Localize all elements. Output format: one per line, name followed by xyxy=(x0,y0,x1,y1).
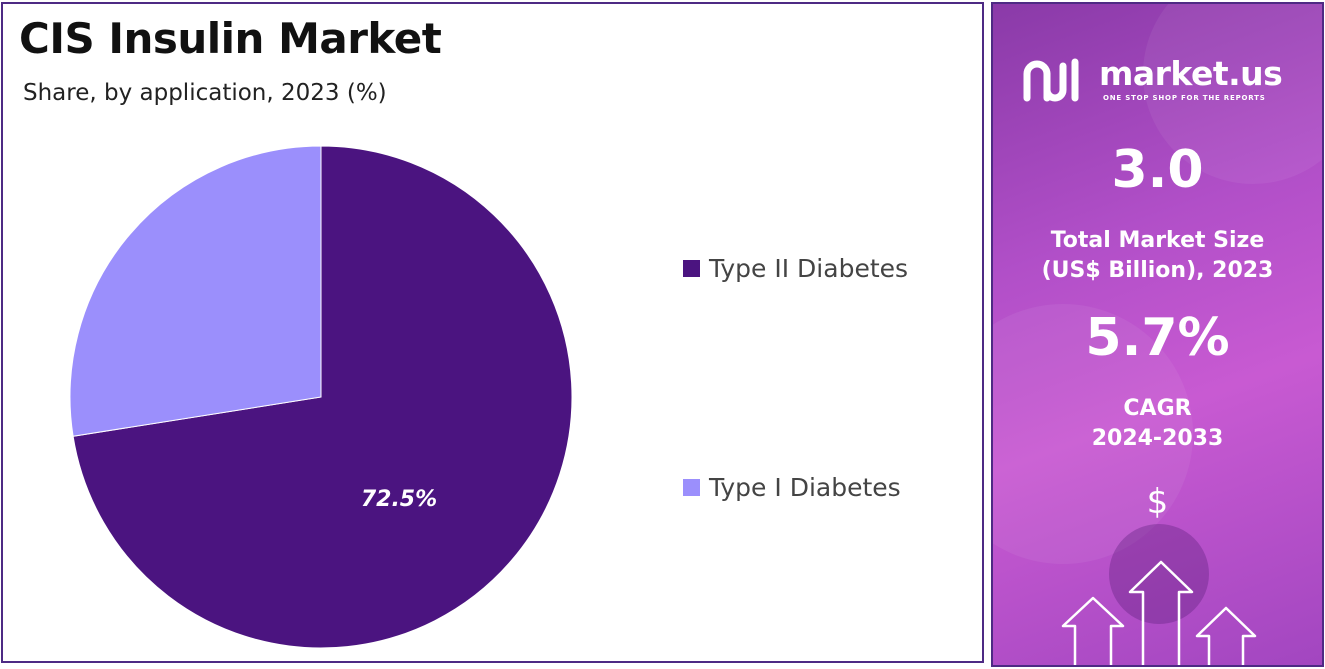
legend-label-type-ii: Type II Diabetes xyxy=(709,254,909,283)
market-size-label-line1: Total Market Size xyxy=(1050,228,1265,253)
chart-subtitle: Share, by application, 2023 (%) xyxy=(23,80,387,106)
up-arrow-icon xyxy=(1128,560,1194,665)
legend-label-type-i: Type I Diabetes xyxy=(709,473,901,502)
coin-decoration xyxy=(1109,524,1209,624)
legend-swatch-type-i xyxy=(683,479,700,496)
legend-item-type-i: Type I Diabetes xyxy=(683,473,901,502)
market-size-value: 3.0 xyxy=(1111,140,1204,200)
brand-logo: market.us ONE STOP SHOP FOR THE REPORTS xyxy=(1023,54,1303,104)
cagr-value: 5.7% xyxy=(1085,308,1230,368)
legend-swatch-type-ii xyxy=(683,260,700,277)
chart-panel: 72.5% CIS Insulin Market Share, by appli… xyxy=(1,2,984,663)
growth-arrows xyxy=(1061,560,1257,665)
market-size-label-line2: (US$ Billion), 2023 xyxy=(1041,258,1274,283)
dollar-icon: $ xyxy=(1146,482,1169,522)
brand-tagline: ONE STOP SHOP FOR THE REPORTS xyxy=(1103,94,1266,102)
cagr-label-line2: 2024-2033 xyxy=(1091,426,1224,451)
legend-item-type-ii: Type II Diabetes xyxy=(683,254,908,283)
background-decoration xyxy=(993,304,1193,564)
chart-title: CIS Insulin Market xyxy=(19,14,442,63)
up-arrow-icon xyxy=(1195,606,1257,665)
pie-slice-type-i-diabetes xyxy=(69,145,322,437)
pie-chart: 72.5% xyxy=(69,145,573,649)
summary-panel: market.us ONE STOP SHOP FOR THE REPORTS … xyxy=(991,2,1324,667)
cagr-label-line1: CAGR xyxy=(1123,396,1192,421)
data-label-type-ii-diabetes: 72.5% xyxy=(361,487,437,512)
up-arrow-icon xyxy=(1061,596,1125,665)
pie-slice-type-ii-diabetes xyxy=(72,145,573,649)
market-us-logo-icon xyxy=(1023,58,1079,102)
brand-name: market.us xyxy=(1099,54,1283,93)
